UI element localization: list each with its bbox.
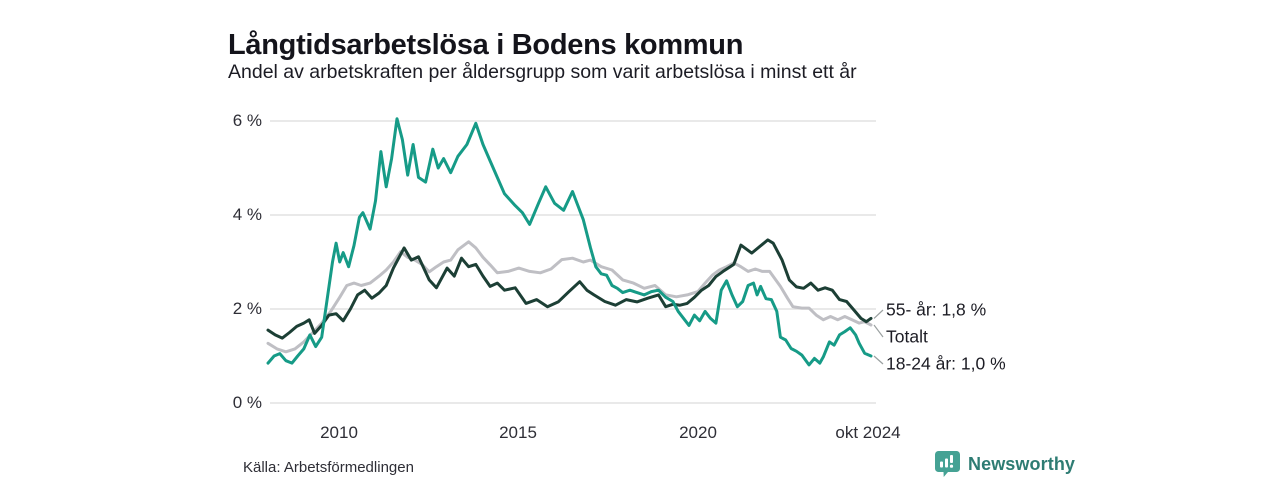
y-axis-tick-2: 2 % xyxy=(232,299,262,318)
x-axis-tick-2010: 2010 xyxy=(320,423,358,442)
y-axis-tick-6: 6 % xyxy=(232,111,262,130)
source-note: Källa: Arbetsförmedlingen xyxy=(243,459,414,476)
series-label-totalt: Totalt xyxy=(886,326,928,347)
label-connector xyxy=(873,309,884,319)
series-line-totalt xyxy=(266,240,873,354)
page-title: Långtidsarbetslösa i Bodens kommun xyxy=(228,29,744,62)
series-label-18-24-ar: 18-24 år: 1,0 % xyxy=(886,353,1006,374)
newsworthy-logo-text: Newsworthy xyxy=(968,453,1076,474)
newsworthy-bar-chart-icon xyxy=(934,450,961,478)
label-connector xyxy=(873,355,884,365)
chart-subtitle: Andel av arbetskraften per åldersgrupp s… xyxy=(228,61,857,83)
y-axis-tick-4: 4 % xyxy=(232,205,262,224)
series-line-18-24-r xyxy=(266,117,873,367)
y-axis-tick-0: 0 % xyxy=(232,393,262,412)
label-connector xyxy=(873,324,884,338)
x-axis-tick-2020: 2020 xyxy=(679,423,717,442)
series-label-55-ar: 55- år: 1,8 % xyxy=(886,299,987,320)
series-line-55-r xyxy=(266,238,873,340)
x-axis-tick-okt-2024: okt 2024 xyxy=(835,423,901,442)
newsworthy-logo[interactable]: Newsworthy xyxy=(934,450,1075,478)
x-axis-tick-2015: 2015 xyxy=(499,423,537,442)
